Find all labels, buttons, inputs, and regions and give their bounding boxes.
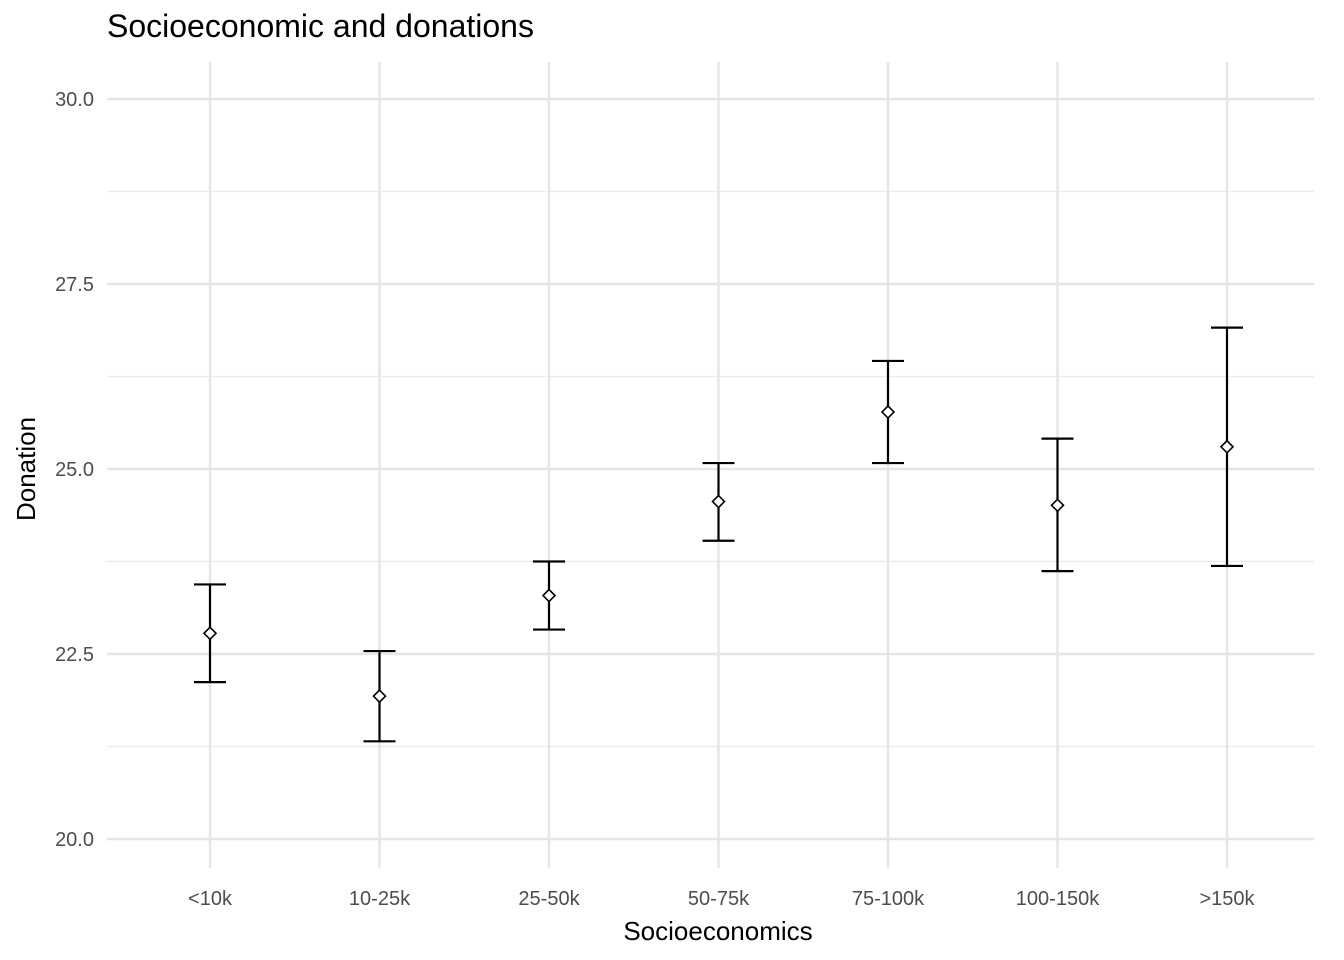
- data-point-diamond: [880, 404, 896, 420]
- y-axis-tick-labels: 20.0 22.5 25.0 27.5 30.0: [55, 89, 94, 851]
- x-tick-label: <10k: [188, 888, 233, 910]
- y-tick-label: 30.0: [55, 89, 94, 111]
- data-point-diamond: [1219, 439, 1235, 454]
- y-tick-label: 25.0: [55, 459, 94, 481]
- x-tick-label: 100-150k: [1016, 888, 1100, 910]
- y-tick-label: 20.0: [55, 829, 94, 851]
- x-axis-tick-labels: <10k 10-25k 25-50k 50-75k 75-100k 100-150k >15…: [188, 888, 1255, 910]
- x-tick-label: 50-75k: [688, 888, 750, 910]
- chart-title: Socioeconomic and donations: [107, 8, 534, 44]
- y-tick-label: 27.5: [55, 274, 94, 296]
- data-point-diamond: [711, 494, 726, 509]
- data-point-diamond: [202, 626, 218, 641]
- data-points: [202, 404, 1235, 704]
- data-point-diamond: [1050, 498, 1065, 513]
- data-point-diamond: [541, 588, 557, 603]
- y-tick-label: 22.5: [55, 644, 94, 666]
- minor-gridlines: [107, 190, 1314, 748]
- x-tick-label: 25-50k: [518, 888, 580, 910]
- y-axis-label: Donation: [11, 417, 41, 521]
- x-tick-label: 75-100k: [852, 888, 925, 910]
- data-point-diamond: [372, 689, 387, 704]
- x-tick-label: >150k: [1199, 888, 1255, 910]
- x-axis-label: Socioeconomics: [623, 916, 812, 946]
- x-tick-label: 10-25k: [349, 888, 411, 910]
